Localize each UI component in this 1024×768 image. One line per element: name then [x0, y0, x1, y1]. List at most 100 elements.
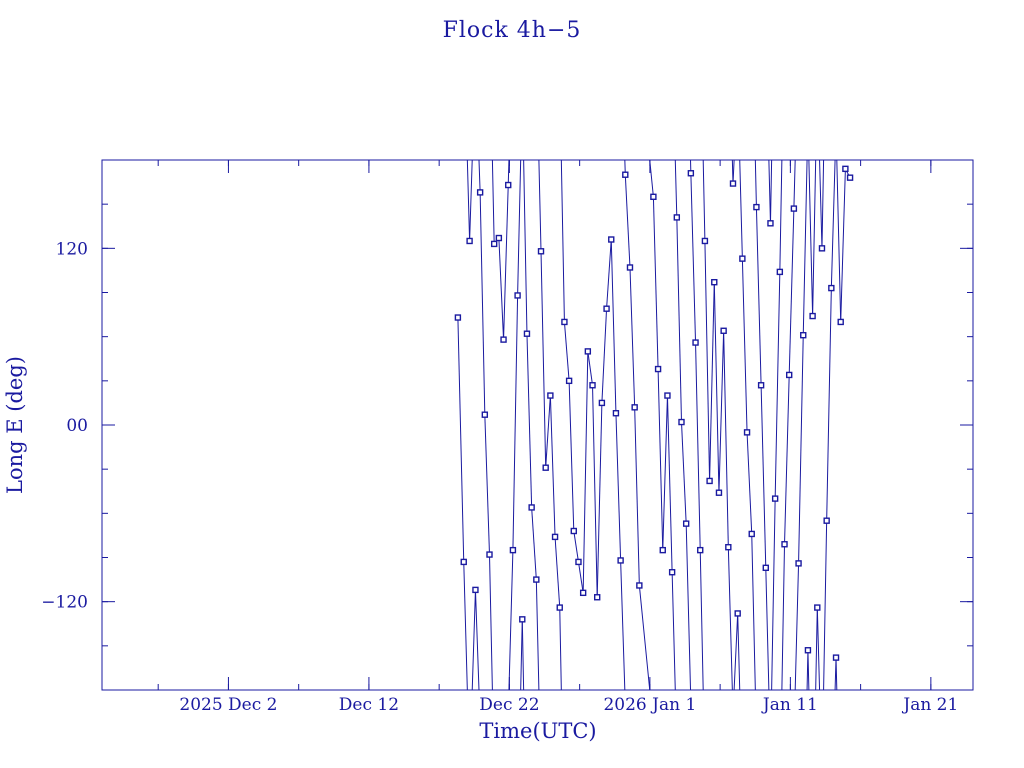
data-point — [823, 517, 830, 524]
data-point — [776, 268, 784, 276]
series-line-segment — [545, 395, 551, 468]
series-line-segment — [498, 238, 505, 340]
data-point — [509, 546, 517, 554]
data-point — [818, 245, 826, 252]
series-line-segment — [587, 351, 594, 386]
series-line-segment — [469, 160, 476, 690]
data-point — [664, 392, 671, 399]
data-point — [786, 371, 793, 379]
x-tick-label: Jan 11 — [761, 695, 818, 715]
data-point — [519, 616, 526, 623]
series-line-segment — [695, 342, 701, 551]
series-line-segment — [531, 507, 537, 580]
data-point — [790, 205, 798, 212]
ticks-layer — [102, 160, 973, 690]
series-line-segment — [746, 432, 753, 534]
data-point — [748, 530, 755, 538]
data-point — [659, 546, 666, 554]
data-point — [631, 404, 638, 411]
series-line-segment — [535, 160, 542, 690]
series-line-segment — [826, 288, 832, 521]
series-line-segment — [755, 207, 762, 386]
data-point — [561, 318, 568, 326]
data-point — [476, 189, 484, 196]
series-line-segment — [774, 271, 781, 499]
series-line-segment — [479, 192, 486, 415]
data-point — [454, 314, 462, 321]
series-line-segment — [798, 335, 804, 564]
series-line-segment — [713, 282, 720, 493]
data-point — [570, 527, 577, 535]
series-line-segment — [559, 160, 565, 690]
x-axis-label: Time(UTC) — [479, 719, 596, 743]
data-point — [800, 331, 807, 339]
series-line-segment — [816, 160, 823, 690]
series-line-segment — [484, 414, 491, 555]
data-point — [579, 589, 587, 597]
series-line-segment — [671, 160, 678, 690]
data-point — [739, 255, 746, 262]
series-line-segment — [840, 168, 846, 322]
series-line-segment — [596, 402, 603, 598]
data-point — [743, 429, 751, 436]
series-line-segment — [709, 282, 715, 481]
data-point — [828, 284, 835, 292]
data-point — [673, 214, 681, 221]
series-line-segment — [615, 413, 622, 561]
data-point — [472, 586, 479, 594]
data-point — [500, 336, 507, 343]
data-point — [533, 576, 540, 583]
series-line-segment — [652, 196, 659, 370]
series-line-segment — [577, 561, 584, 593]
data-point — [729, 180, 737, 187]
data-point — [762, 564, 769, 572]
series-line-segment — [666, 395, 673, 573]
series-line-segment — [779, 160, 786, 690]
series-line-segment — [489, 160, 495, 690]
data-point — [842, 165, 849, 173]
data-point — [804, 647, 812, 654]
data-point — [757, 382, 765, 389]
data-point — [706, 477, 713, 485]
data-point — [460, 558, 467, 566]
series-line-segment — [549, 395, 556, 537]
series-line-segment — [784, 374, 790, 545]
series-line-segment — [788, 208, 795, 375]
data-point — [537, 248, 545, 255]
data-point — [636, 582, 643, 589]
series-line-segment — [732, 160, 739, 690]
labels-layer: 2025 Dec 2 Dec 12 Dec 22 2026 Jan 1 Jan 11 Ja… — [41, 239, 958, 715]
series-line-segment — [680, 422, 687, 524]
x-tick-label: Jan 21 — [901, 695, 958, 715]
data-point — [767, 220, 774, 227]
series-line-segment — [718, 330, 725, 493]
data-point — [523, 330, 531, 337]
data-point — [589, 382, 596, 389]
data-point — [551, 533, 559, 541]
data-point — [622, 171, 629, 178]
data-point — [505, 181, 512, 189]
y-tick-label: −120 — [41, 593, 88, 613]
data-point — [608, 236, 615, 243]
series-line-segment — [457, 317, 465, 562]
data-point — [612, 410, 620, 417]
data-point — [514, 292, 521, 299]
data-point — [814, 604, 821, 611]
series-line-segment — [526, 333, 533, 508]
x-tick-label: Dec 12 — [339, 695, 399, 715]
data-point — [617, 557, 624, 564]
series-line-segment — [507, 160, 514, 690]
series-line-segment — [474, 160, 481, 690]
x-tick-label: 2026 Jan 1 — [603, 695, 696, 715]
data-point — [594, 594, 601, 601]
series-line-segment — [554, 536, 561, 608]
y-tick-label: 120 — [56, 239, 88, 259]
data-point — [837, 318, 844, 326]
data-point — [832, 654, 840, 661]
series-line-segment — [624, 174, 631, 268]
data-point — [692, 339, 699, 346]
data-point — [495, 234, 503, 242]
data-point — [682, 520, 690, 527]
series-line-segment — [835, 160, 842, 690]
